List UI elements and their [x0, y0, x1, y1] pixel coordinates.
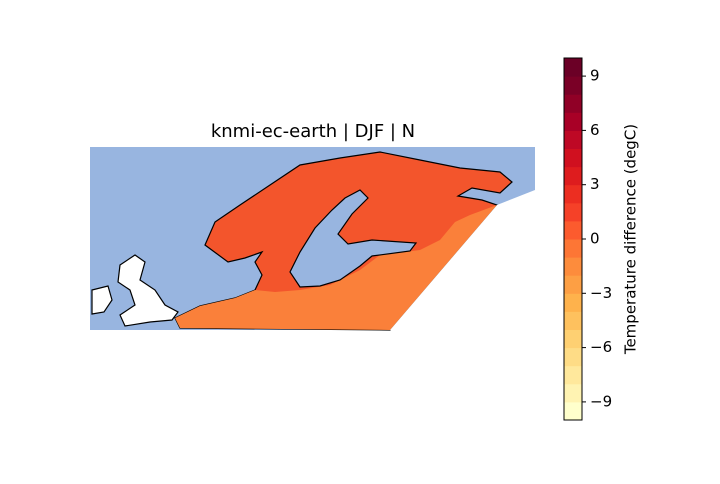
colorbar-segment — [564, 220, 582, 240]
map — [90, 147, 535, 331]
colorbar-segment — [564, 347, 582, 367]
colorbar-segment — [564, 365, 582, 385]
colorbar-segment — [564, 401, 582, 421]
colorbar-segment — [564, 311, 582, 330]
colorbar-segment — [564, 94, 582, 113]
colorbar-segment — [564, 76, 582, 95]
colorbar-tick-label: 3 — [590, 175, 600, 193]
colorbar-segment — [564, 130, 582, 149]
colorbar-tick-label: 0 — [590, 230, 600, 248]
colorbar-segment — [564, 293, 582, 312]
continent-field — [175, 205, 497, 330]
colorbar-segment — [564, 184, 582, 204]
colorbar-segment — [564, 275, 582, 294]
colorbar-segment — [564, 239, 582, 258]
colorbar-segment — [564, 329, 582, 349]
colorbar-segment — [564, 112, 582, 131]
colorbar-segment — [564, 58, 582, 77]
colorbar-tick-label: 9 — [590, 67, 600, 85]
colorbar-tick-label: 6 — [590, 121, 600, 139]
colorbar-segment — [564, 166, 582, 186]
great-britain — [117, 254, 179, 327]
colorbar-segment — [564, 148, 582, 168]
colorbar-segment — [564, 257, 582, 276]
colorbar — [564, 58, 582, 421]
colorbar-tick-label: −9 — [590, 392, 612, 410]
baltic-sea — [289, 189, 418, 288]
colorbar-tick-label: −3 — [590, 284, 612, 302]
map-title: knmi-ec-earth | DJF | N — [211, 121, 415, 142]
ireland — [91, 285, 113, 315]
colorbar-segment — [564, 202, 582, 222]
colorbar-tick-label: −6 — [590, 338, 612, 356]
colorbar-segment — [564, 383, 582, 403]
outside-domain — [390, 190, 535, 330]
colorbar-label: Temperature difference (degC) — [622, 124, 640, 355]
